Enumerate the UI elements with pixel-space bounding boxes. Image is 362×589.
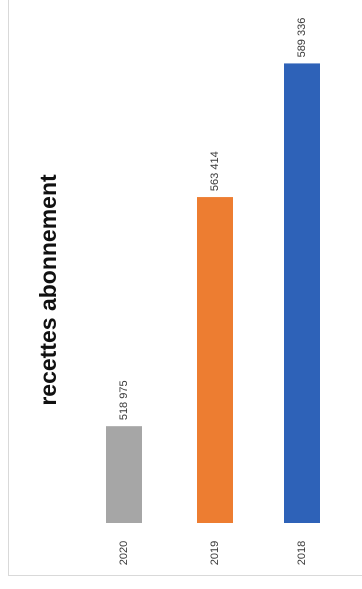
- bar-2020: [106, 426, 142, 523]
- data-label-2020: 518 975: [118, 380, 130, 420]
- bar-2019: [197, 197, 233, 523]
- chart-bottom-border: [8, 575, 362, 576]
- category-label-2019: 2019: [209, 541, 221, 565]
- bar-2018: [284, 63, 320, 524]
- category-label-2020: 2020: [118, 541, 130, 565]
- chart-title: recettes abonnement: [35, 174, 61, 406]
- category-label-2018: 2018: [296, 541, 308, 565]
- data-label-2019: 563 414: [209, 151, 221, 191]
- chart-left-border: [8, 0, 9, 575]
- data-label-2018: 589 336: [296, 18, 308, 58]
